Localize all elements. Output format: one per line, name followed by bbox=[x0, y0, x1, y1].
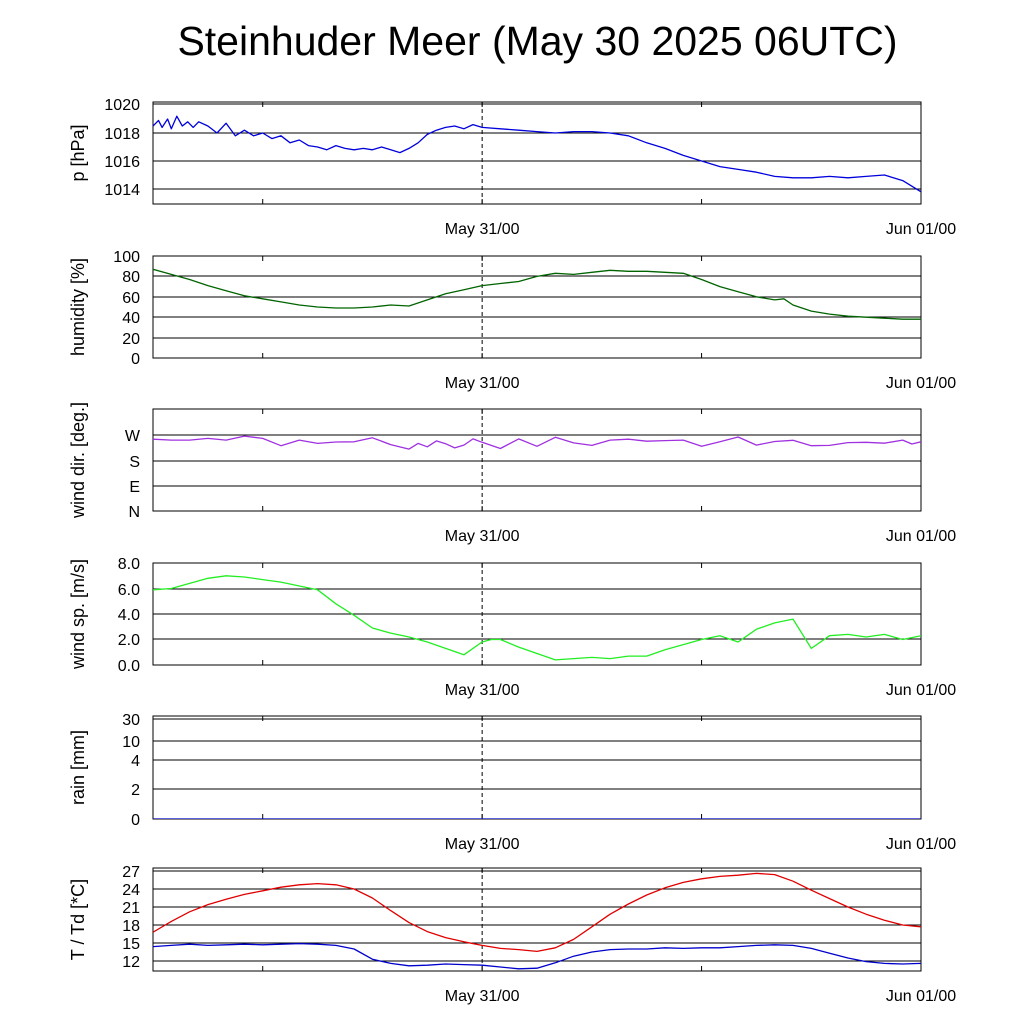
y-tick-label: 2 bbox=[131, 782, 140, 799]
y-tick-label: 10 bbox=[122, 734, 140, 751]
plot-frame bbox=[152, 715, 922, 820]
series-line bbox=[153, 942, 921, 970]
y-tick-label: 1018 bbox=[104, 126, 140, 143]
y-tick-label: 4.0 bbox=[118, 607, 140, 624]
y-tick-label: 80 bbox=[122, 269, 140, 286]
y-tick-label: 30 bbox=[122, 712, 140, 729]
y-tick-label: 20 bbox=[122, 331, 140, 348]
y-tick-label: 0 bbox=[131, 812, 140, 829]
x-tick-label: Jun 01/00 bbox=[886, 836, 956, 853]
y-tick-label: 24 bbox=[122, 882, 140, 899]
y-axis-label: p [hPa] bbox=[68, 124, 88, 181]
y-tick-label: 12 bbox=[122, 954, 140, 971]
y-tick-label: 40 bbox=[122, 310, 140, 327]
y-tick-label: 18 bbox=[122, 918, 140, 935]
series-line bbox=[153, 575, 921, 661]
y-axis-label: humidity [%] bbox=[68, 258, 88, 356]
y-axis-label: rain [mm] bbox=[68, 730, 88, 805]
chart-title: Steinhuder Meer (May 30 2025 06UTC) bbox=[177, 18, 898, 64]
y-tick-label: W bbox=[125, 428, 141, 445]
panel-5: 0 2 4 10 30 May 31/00 Jun 01/00 rain [mm] bbox=[68, 712, 956, 853]
plot-frame bbox=[152, 101, 922, 205]
panel-2: 0 20 40 60 80 100 May 31/00 Jun 01/00 humidity [… bbox=[68, 249, 956, 392]
y-tick-label: 0.0 bbox=[118, 658, 140, 675]
y-tick-label: 4 bbox=[131, 753, 140, 770]
y-tick-label: S bbox=[129, 454, 140, 471]
x-tick-label: Jun 01/00 bbox=[886, 528, 956, 545]
x-tick-label: Jun 01/00 bbox=[886, 988, 956, 1005]
y-tick-label: 2.0 bbox=[118, 632, 140, 649]
y-tick-label: 21 bbox=[122, 900, 140, 917]
series-line bbox=[153, 435, 921, 450]
y-tick-label: 15 bbox=[122, 936, 140, 953]
y-tick-label: E bbox=[129, 479, 140, 496]
plot-frame bbox=[152, 255, 922, 359]
x-tick-label: Jun 01/00 bbox=[886, 682, 956, 699]
y-tick-label: 60 bbox=[122, 290, 140, 307]
x-tick-label: May 31/00 bbox=[445, 528, 520, 545]
panel-1: 1014 1016 1018 1020 May 31/00 Jun 01/00 p [hPa… bbox=[68, 97, 956, 238]
x-tick-label: May 31/00 bbox=[445, 221, 520, 238]
x-tick-label: May 31/00 bbox=[445, 375, 520, 392]
y-tick-label: 0 bbox=[131, 351, 140, 368]
y-axis-label: T / Td [*C] bbox=[68, 879, 88, 960]
y-axis-label: wind sp. [m/s] bbox=[68, 559, 88, 670]
y-tick-label: 100 bbox=[113, 249, 140, 266]
y-tick-label: 8.0 bbox=[118, 556, 140, 573]
y-tick-label: N bbox=[128, 504, 140, 521]
x-tick-label: May 31/00 bbox=[445, 836, 520, 853]
plot-frame bbox=[152, 408, 922, 512]
y-tick-label: 6.0 bbox=[118, 582, 140, 599]
x-tick-label: May 31/00 bbox=[445, 682, 520, 699]
plot-frame bbox=[152, 867, 922, 972]
y-tick-label: 1014 bbox=[104, 182, 140, 199]
y-tick-label: 27 bbox=[122, 864, 140, 881]
series-line bbox=[153, 268, 921, 320]
y-tick-label: 1020 bbox=[104, 97, 140, 114]
plot-frame bbox=[152, 562, 922, 666]
x-tick-label: May 31/00 bbox=[445, 988, 520, 1005]
panel-4: 0.0 2.0 4.0 6.0 8.0 May 31/00 Jun 01/00 wind sp… bbox=[68, 556, 956, 699]
x-tick-label: Jun 01/00 bbox=[886, 221, 956, 238]
x-tick-label: Jun 01/00 bbox=[886, 375, 956, 392]
series-line bbox=[153, 872, 921, 953]
y-tick-label: 1016 bbox=[104, 154, 140, 171]
y-axis-label: wind dir. [deg.] bbox=[68, 402, 88, 519]
series-line bbox=[153, 115, 921, 193]
